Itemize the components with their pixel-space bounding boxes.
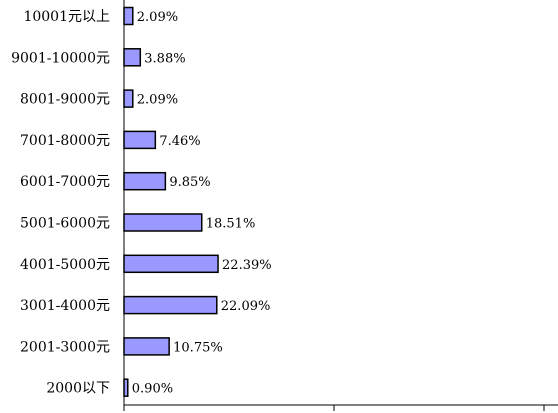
value-label: 2.09% bbox=[137, 93, 178, 108]
value-label: 22.39% bbox=[222, 258, 272, 273]
category-label: 9001-10000元 bbox=[11, 50, 110, 66]
value-label: 10.75% bbox=[173, 340, 223, 355]
bar bbox=[123, 130, 157, 150]
value-label: 7.46% bbox=[159, 134, 200, 149]
category-label: 7001-8000元 bbox=[20, 133, 110, 149]
bar bbox=[123, 213, 203, 232]
value-label: 3.88% bbox=[144, 51, 185, 66]
value-label: 2.09% bbox=[137, 10, 178, 25]
category-label: 8001-9000元 bbox=[20, 92, 110, 108]
category-label: 6001-7000元 bbox=[20, 174, 110, 190]
bar bbox=[123, 295, 218, 315]
bar bbox=[123, 378, 129, 397]
value-label: 9.85% bbox=[169, 175, 210, 190]
category-labels-group: 10001元以上 9001-10000元 8001-9000元 7001-8000元 6… bbox=[11, 9, 110, 397]
bar bbox=[123, 171, 167, 191]
category-label: 4001-5000元 bbox=[20, 257, 110, 273]
bars-group bbox=[123, 6, 219, 397]
category-label: 3001-4000元 bbox=[20, 298, 110, 314]
bar bbox=[123, 6, 134, 26]
category-label: 2000以下 bbox=[46, 381, 110, 397]
value-label: 18.51% bbox=[206, 217, 256, 232]
value-labels-group: 2.09% 3.88% 2.09% 7.46% 9.85% 18.51% 22.39% 22.… bbox=[132, 10, 272, 397]
bar bbox=[123, 337, 170, 356]
bar bbox=[123, 48, 142, 67]
category-label: 2001-3000元 bbox=[20, 339, 110, 355]
category-label: 5001-6000元 bbox=[20, 216, 110, 232]
value-label: 0.90% bbox=[132, 382, 173, 397]
category-label: 10001元以上 bbox=[23, 9, 110, 25]
bar bbox=[123, 89, 134, 108]
axis-group bbox=[123, 0, 558, 411]
value-label: 22.09% bbox=[221, 299, 271, 314]
bar bbox=[123, 254, 219, 274]
